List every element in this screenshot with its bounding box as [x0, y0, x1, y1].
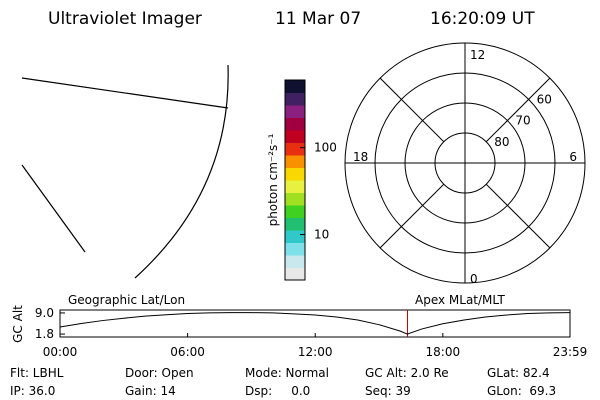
spoke: [485, 77, 551, 143]
tick-label: 100: [314, 141, 337, 155]
x-tick-label: 23:59: [553, 345, 588, 359]
lat-label: 80: [494, 135, 509, 149]
spoke: [485, 183, 551, 249]
info-text: IP: 36.0: [10, 384, 55, 398]
right-title: Apex MLat/MLT: [415, 293, 505, 307]
color-step: [285, 230, 305, 243]
mlt-label: 18: [353, 150, 368, 164]
color-step: [285, 155, 305, 168]
color-step: [285, 217, 305, 231]
color-step: [285, 242, 305, 256]
y-label: GC Alt: [11, 305, 25, 343]
time: 16:20:09 UT: [430, 9, 535, 29]
color-step: [285, 117, 305, 131]
info-text: GLon: 69.3: [487, 384, 556, 398]
x-tick-label: 00:00: [43, 345, 78, 359]
color-step: [285, 267, 305, 281]
spoke: [379, 77, 445, 143]
color-step: [285, 92, 305, 106]
color-step: [285, 255, 305, 268]
spoke: [379, 183, 445, 249]
colorbar-frame: [284, 79, 306, 281]
color-step: [285, 180, 305, 193]
mlt-label: 12: [470, 48, 485, 62]
left-title: Geographic Lat/Lon: [68, 293, 185, 307]
map-outline: [21, 64, 229, 279]
y-tick-label: 1.8: [35, 327, 54, 341]
x-tick-label: 12:00: [298, 345, 333, 359]
tick-label: 10: [314, 228, 329, 242]
info-text: Seq: 39: [365, 384, 411, 398]
x-tick-label: 18:00: [426, 345, 461, 359]
info-text: GLat: 82.4: [487, 366, 550, 380]
info-text: Dsp: 0.0: [245, 384, 310, 398]
info-text: GC Alt: 2.0 Re: [365, 366, 449, 380]
date: 11 Mar 07: [275, 9, 361, 29]
y-tick-label: 9.0: [35, 306, 54, 320]
mlt-label: 0: [470, 272, 478, 286]
color-step: [285, 105, 305, 118]
title: Ultraviolet Imager: [48, 9, 202, 29]
info-text: Flt: LBHL: [10, 366, 64, 380]
color-step: [285, 167, 305, 181]
altitude-line: [59, 312, 571, 335]
color-step: [285, 130, 305, 143]
colorbar-label: photon cm⁻²s⁻¹: [266, 133, 280, 226]
x-tick-label: 06:00: [170, 345, 205, 359]
color-step: [285, 80, 305, 93]
lat-label: 70: [515, 114, 530, 128]
mlt-label: 6: [569, 150, 577, 164]
color-step: [285, 192, 305, 206]
color-step: [285, 142, 305, 156]
info-text: Gain: 14: [125, 384, 176, 398]
lat-label: 60: [537, 92, 552, 106]
plot-frame: [59, 309, 571, 338]
info-text: Door: Open: [125, 366, 194, 380]
info-text: Mode: Normal: [245, 366, 329, 380]
color-step: [285, 205, 305, 218]
